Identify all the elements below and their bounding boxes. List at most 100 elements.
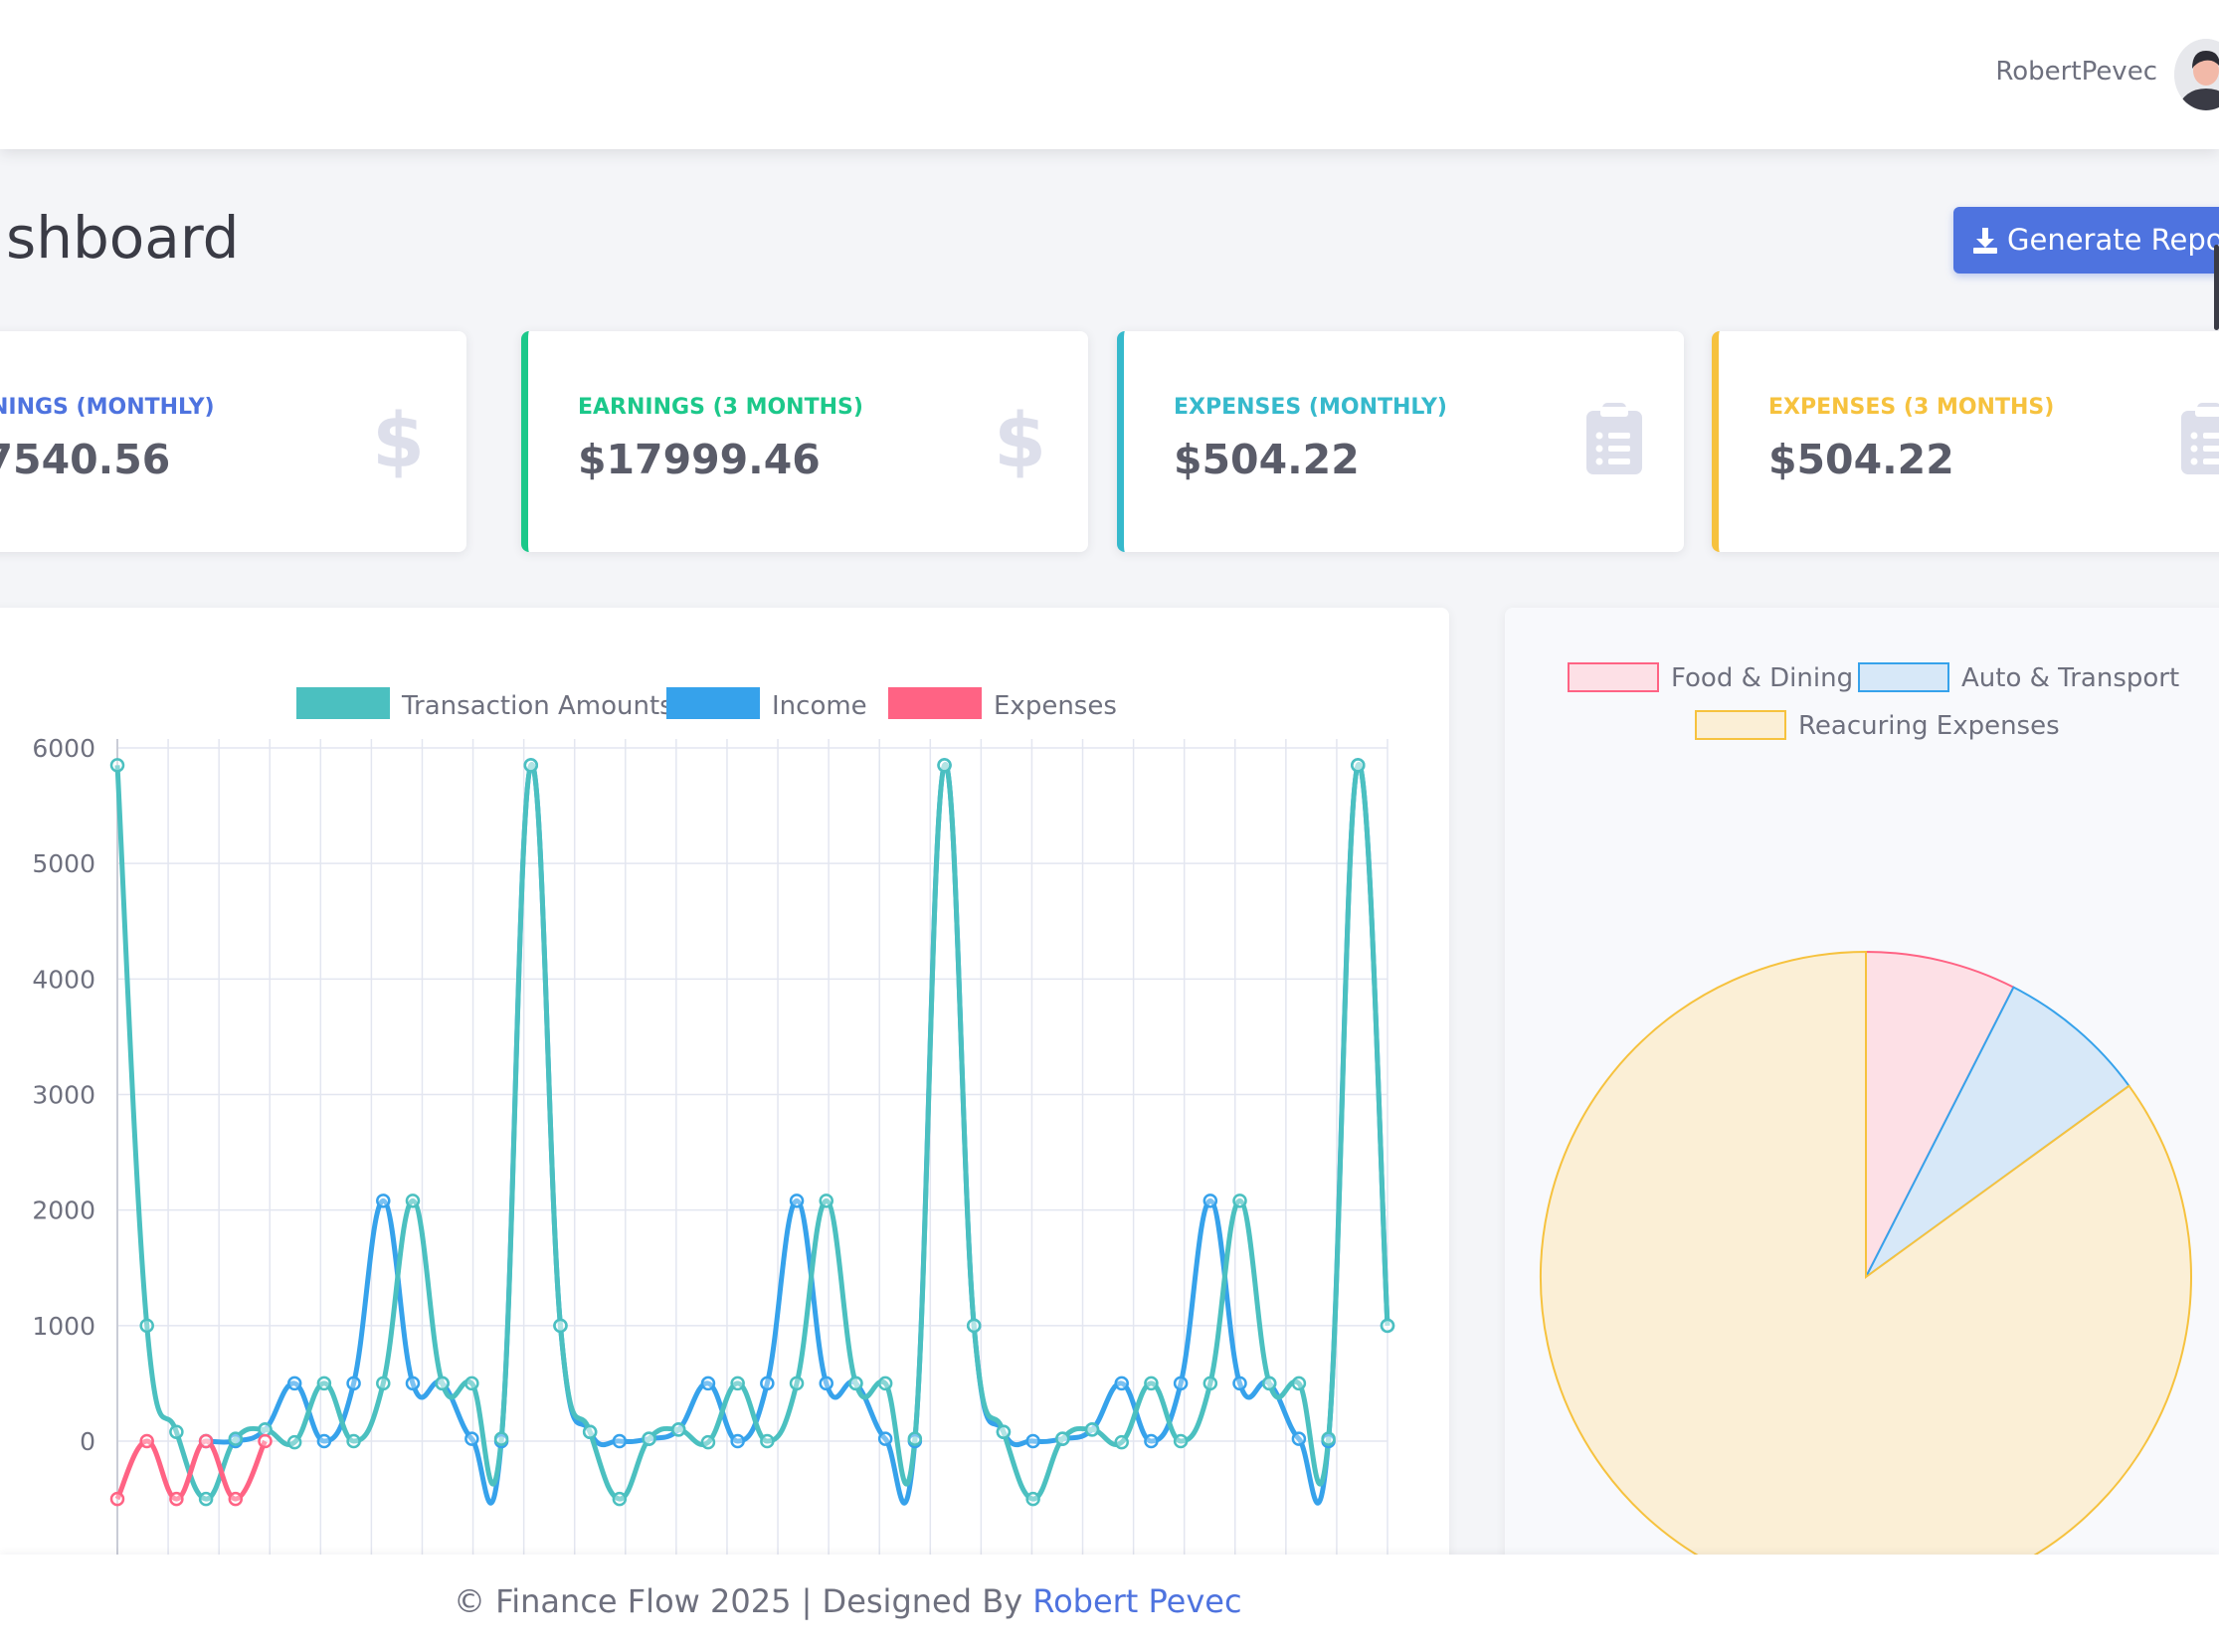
data-point (405, 1193, 421, 1208)
data-point (877, 1431, 893, 1446)
data-point (464, 1376, 479, 1391)
generate-report-button[interactable]: Generate Repor (1953, 207, 2219, 274)
data-point (139, 1433, 154, 1449)
transactions-line-chart: Transaction Amounts Income Expenses 6000 50… (32, 687, 1395, 1580)
data-point (376, 1193, 391, 1208)
data-point (1351, 758, 1366, 773)
data-point (1202, 1193, 1218, 1208)
data-point (671, 1422, 686, 1437)
scroll-edge (2214, 245, 2219, 330)
data-point (316, 1433, 332, 1449)
pie-chart-panel: Food & Dining Auto & Transport Reacuring E… (1505, 608, 2219, 1603)
y-tick-label: 6000 (32, 734, 95, 763)
data-point (819, 1193, 833, 1208)
data-point (1380, 1318, 1395, 1334)
avatar[interactable] (2174, 39, 2219, 110)
card-value: $504.22 (1768, 436, 1954, 483)
dollar-icon: $ (372, 396, 425, 484)
data-point (642, 1431, 656, 1446)
data-point (848, 1376, 863, 1391)
card-expenses-monthly: EXPENSES (MONTHLY) $504.22 (1117, 331, 1684, 552)
data-point (1025, 1491, 1040, 1507)
line-chart-panel: Transaction Amounts Income Expenses 6000 50… (0, 608, 1449, 1582)
data-point (582, 1424, 598, 1439)
card-value: $504.22 (1174, 436, 1360, 483)
user-name[interactable]: RobertPevec (1995, 57, 2157, 87)
card-label: EXPENSES (MONTHLY) (1174, 395, 1447, 420)
data-point (1232, 1193, 1247, 1208)
data-point (1055, 1431, 1070, 1446)
card-label: ARNINGS (MONTHLY) (0, 395, 215, 420)
y-tick-label: 4000 (32, 965, 95, 994)
data-point (228, 1431, 244, 1446)
footer-text: © Finance Flow 2025 | Designed By Robert… (454, 1582, 1242, 1620)
data-point (376, 1376, 391, 1391)
data-point (760, 1433, 775, 1449)
data-point (1144, 1376, 1159, 1391)
data-point (760, 1376, 775, 1391)
download-icon (1973, 211, 1997, 254)
y-tick-label: 5000 (32, 849, 95, 878)
data-point (730, 1376, 745, 1391)
data-point (109, 1491, 125, 1507)
data-point (612, 1433, 628, 1449)
data-point (523, 758, 539, 773)
data-point (346, 1433, 361, 1449)
legend-swatch (666, 687, 760, 719)
legend-label: Income (772, 691, 867, 721)
card-expenses-3-months: EXPENSES (3 MONTHS) $504.22 (1712, 331, 2219, 552)
expenses-pie-chart: Food & Dining Auto & Transport Reacuring E… (1540, 662, 2192, 1603)
data-point (966, 1318, 982, 1334)
clipboard-list-icon (1586, 403, 1642, 486)
data-point (286, 1376, 302, 1391)
data-point (1173, 1433, 1189, 1449)
legend-label: Expenses (994, 691, 1117, 721)
data-point (109, 758, 125, 773)
data-point (1173, 1376, 1189, 1391)
card-earnings-monthly: ARNINGS (MONTHLY) $7540.56 $ (0, 331, 466, 552)
data-point (612, 1491, 628, 1507)
generate-report-label: Generate Repor (2007, 223, 2219, 257)
data-point (730, 1433, 745, 1449)
y-tick-label: 0 (80, 1427, 95, 1456)
data-point (228, 1491, 244, 1507)
data-point (286, 1434, 302, 1450)
data-point (937, 758, 952, 773)
data-point (169, 1491, 184, 1507)
card-label: EXPENSES (3 MONTHS) (1768, 395, 2055, 420)
data-point (139, 1318, 154, 1334)
card-value: $17999.46 (578, 436, 821, 483)
data-point (1114, 1434, 1129, 1450)
card-label: EARNINGS (3 MONTHS) (578, 395, 863, 420)
data-point (1114, 1376, 1129, 1391)
legend-swatch (1695, 710, 1786, 740)
data-point (1144, 1433, 1159, 1449)
series-line-0 (114, 762, 1390, 1502)
data-point (1025, 1433, 1040, 1449)
data-point (700, 1376, 716, 1391)
data-point (789, 1193, 805, 1208)
card-value: $7540.56 (0, 436, 171, 483)
data-point (198, 1433, 214, 1449)
footer: © Finance Flow 2025 | Designed By Robert… (0, 1555, 2219, 1652)
data-point (877, 1376, 893, 1391)
data-point (405, 1376, 421, 1391)
legend-label: Auto & Transport (1961, 663, 2179, 693)
data-point (1084, 1422, 1100, 1437)
data-point (1202, 1376, 1218, 1391)
data-point (907, 1431, 923, 1446)
series-line-2 (114, 1438, 268, 1502)
legend-swatch (1568, 662, 1659, 692)
data-point (316, 1376, 332, 1391)
clipboard-list-icon (2181, 403, 2219, 486)
legend-swatch (296, 687, 390, 719)
data-point (258, 1433, 273, 1449)
legend-label: Transaction Amounts (401, 691, 673, 721)
author-link[interactable]: Robert Pevec (1032, 1582, 1242, 1620)
y-tick-label: 1000 (32, 1312, 95, 1341)
data-point (1291, 1376, 1307, 1391)
data-point (1261, 1376, 1277, 1391)
page-title: shboard (6, 204, 240, 272)
data-point (1291, 1431, 1307, 1446)
legend-swatch (1858, 662, 1949, 692)
